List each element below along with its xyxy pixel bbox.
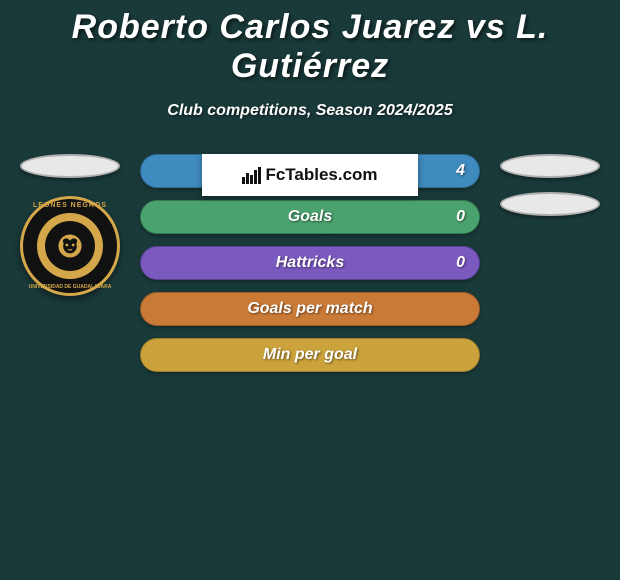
club-badge-left: LEONES NEGROS UNIVERSIDAD DE GUADALAJARA xyxy=(20,196,120,296)
stat-label: Goals per match xyxy=(247,300,372,318)
badge-text-bottom: UNIVERSIDAD DE GUADALAJARA xyxy=(23,284,117,290)
stat-row: Hattricks 0 xyxy=(140,246,480,280)
badge-text-top: LEONES NEGROS xyxy=(23,202,117,209)
stat-value-right: 0 xyxy=(456,208,465,226)
stat-value-right: 4 xyxy=(456,162,465,180)
stat-row: Goals per match xyxy=(140,292,480,326)
right-player-column xyxy=(490,154,610,230)
stat-label: Hattricks xyxy=(276,254,344,272)
chart-icon xyxy=(242,167,261,184)
player-photo-placeholder xyxy=(500,192,600,216)
stat-row: Goals 0 xyxy=(140,200,480,234)
stat-row: Min per goal xyxy=(140,338,480,372)
lion-icon xyxy=(45,221,95,271)
left-player-column: LEONES NEGROS UNIVERSIDAD DE GUADALAJARA xyxy=(10,154,130,296)
subtitle: Club competitions, Season 2024/2025 xyxy=(0,102,620,120)
player-photo-placeholder xyxy=(500,154,600,178)
page-title: Roberto Carlos Juarez vs L. Gutiérrez xyxy=(0,0,620,86)
brand-text: FcTables.com xyxy=(265,165,377,185)
player-photo-placeholder xyxy=(20,154,120,178)
stat-label: Min per goal xyxy=(263,346,357,364)
brand-badge: FcTables.com xyxy=(202,154,418,196)
stat-value-right: 0 xyxy=(456,254,465,272)
stat-label: Goals xyxy=(288,208,332,226)
